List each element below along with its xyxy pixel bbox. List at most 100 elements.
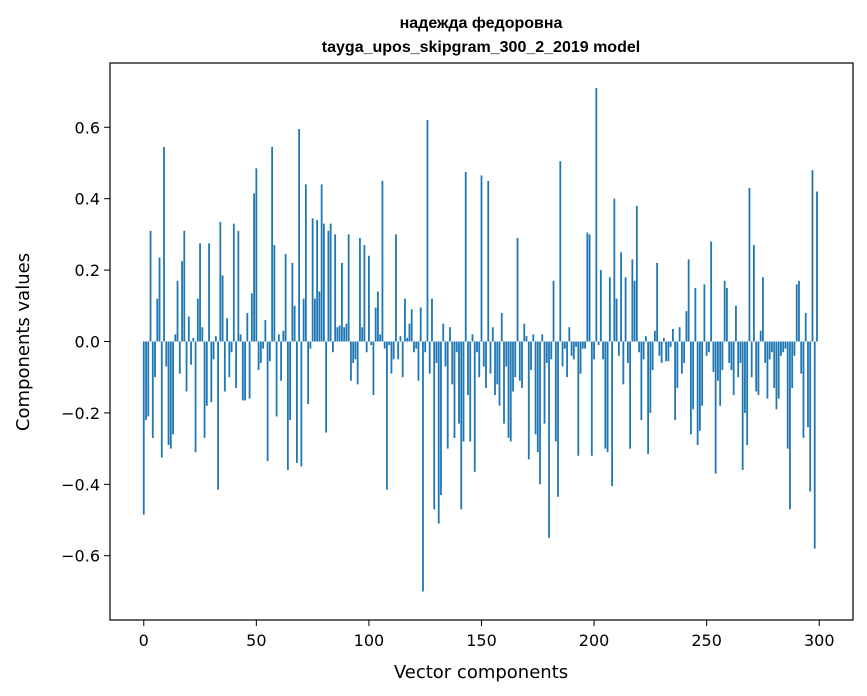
chart-title: надежда федоровна	[400, 15, 563, 32]
bar	[298, 129, 301, 342]
bar	[505, 341, 508, 367]
bar	[413, 341, 415, 353]
y-tick-label: 0.0	[75, 333, 100, 352]
bar	[467, 341, 469, 396]
bar	[239, 334, 242, 342]
x-tick-label: 100	[354, 631, 385, 650]
bar	[653, 330, 656, 342]
bar	[649, 341, 652, 413]
bar	[338, 325, 341, 342]
bar	[241, 341, 244, 401]
bar	[559, 161, 562, 342]
bar	[336, 327, 339, 342]
bar	[658, 341, 661, 356]
bar	[392, 341, 395, 360]
bar	[741, 341, 744, 471]
bar	[581, 341, 584, 349]
bar	[383, 341, 386, 349]
bar	[487, 180, 490, 342]
bar	[201, 327, 204, 342]
bar	[730, 341, 733, 371]
bar	[590, 341, 593, 456]
bar	[334, 234, 337, 342]
bar	[602, 341, 604, 360]
bar	[647, 341, 650, 454]
bar	[244, 341, 246, 401]
bar	[453, 341, 456, 438]
bar	[541, 334, 544, 342]
bar	[316, 220, 319, 342]
bar	[534, 341, 537, 435]
bar	[417, 341, 420, 381]
bar	[773, 341, 776, 388]
bar	[568, 327, 571, 342]
bar	[185, 341, 188, 392]
bar	[516, 237, 519, 342]
bar	[807, 341, 809, 428]
bar	[674, 341, 677, 421]
bar	[275, 341, 278, 417]
bar	[782, 341, 785, 353]
bar	[295, 341, 298, 463]
bar	[311, 218, 314, 342]
bar	[291, 262, 294, 342]
bar	[550, 341, 553, 360]
bar	[660, 341, 663, 363]
bar	[750, 341, 753, 378]
bar	[359, 237, 361, 342]
bar	[329, 223, 332, 342]
bar	[156, 298, 159, 342]
bar	[494, 341, 496, 396]
bar	[717, 341, 719, 381]
bar	[232, 223, 235, 342]
bar	[469, 341, 472, 442]
bar	[352, 341, 355, 363]
bar	[667, 341, 670, 362]
bar	[462, 341, 465, 442]
bar	[271, 146, 274, 342]
bar	[575, 341, 577, 347]
bar	[151, 341, 154, 438]
bar	[656, 262, 659, 342]
bar	[705, 341, 708, 356]
bar	[780, 341, 782, 356]
bar	[372, 341, 375, 396]
bar	[433, 341, 436, 510]
bar	[710, 241, 713, 342]
bar	[606, 341, 609, 453]
bar	[196, 298, 199, 342]
bar	[809, 341, 812, 492]
bar	[226, 318, 228, 342]
bar	[221, 275, 224, 342]
bar	[190, 341, 192, 365]
y-tick-label: 0.4	[75, 190, 100, 209]
bar	[509, 341, 512, 442]
bar	[273, 245, 276, 342]
bar	[640, 341, 643, 421]
bar	[142, 341, 145, 515]
bar	[617, 341, 620, 356]
bar	[613, 198, 616, 342]
bar	[172, 341, 174, 435]
bar	[561, 341, 564, 367]
bar	[147, 341, 150, 417]
bar	[399, 336, 402, 342]
bar	[482, 341, 485, 367]
bar	[401, 341, 404, 378]
bar	[307, 341, 310, 404]
bar	[178, 341, 181, 374]
bar	[374, 307, 377, 342]
bar	[219, 221, 222, 342]
bar	[169, 341, 172, 449]
bar	[557, 341, 559, 497]
bar	[789, 341, 791, 510]
bar	[163, 146, 165, 342]
bar	[489, 341, 492, 374]
bar	[777, 341, 780, 399]
bar	[739, 341, 742, 363]
bar	[237, 230, 240, 342]
bar	[714, 341, 717, 474]
bar	[176, 280, 179, 342]
bar	[728, 341, 731, 363]
